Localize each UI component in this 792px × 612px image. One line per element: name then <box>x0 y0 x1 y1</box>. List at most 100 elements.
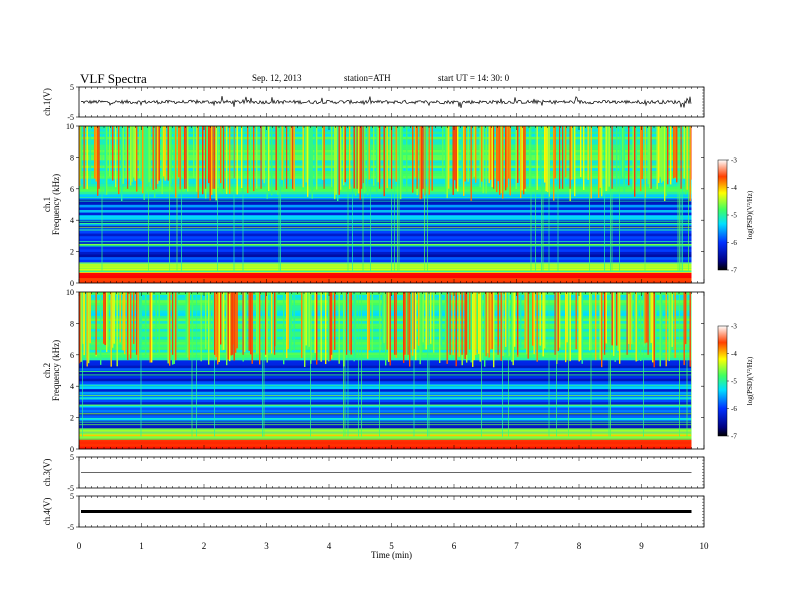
sferic-streak <box>125 126 127 179</box>
sferic-streak <box>221 126 223 194</box>
sferic-full <box>217 126 218 271</box>
colorbar-tick-label: -7 <box>731 433 737 441</box>
sferic-full <box>397 126 398 271</box>
colorbar-label: log(PSD)(V²/Hz) <box>746 356 754 405</box>
sferic-streak <box>385 292 387 366</box>
figure-title: VLF Spectra <box>80 71 147 86</box>
sferic-strong <box>361 126 363 189</box>
y-tick-label: 5 <box>70 453 74 462</box>
sferic-streak <box>458 292 460 357</box>
sferic-strong <box>260 126 262 189</box>
sferic-streak <box>185 292 187 355</box>
sferic-streak <box>406 126 408 192</box>
sferic-streak <box>110 292 112 367</box>
y-tick-label: 2 <box>70 414 74 423</box>
spectrogram-row <box>79 264 692 268</box>
sferic-streak <box>140 126 142 182</box>
sferic-streak <box>533 292 535 355</box>
spectrogram-row <box>79 404 692 408</box>
spectrogram-row <box>79 435 692 439</box>
sferic-streak <box>491 126 493 188</box>
sferic-full <box>608 292 610 437</box>
sferic-streak <box>595 292 597 361</box>
sferic-streak <box>616 292 618 346</box>
sferic-streak <box>481 126 483 182</box>
sferic-streak <box>257 292 259 354</box>
sferic-streak <box>338 292 340 364</box>
sferic-streak <box>383 292 385 343</box>
sferic-full <box>343 292 344 437</box>
sferic-streak <box>334 292 336 350</box>
sferic-streak <box>650 292 652 343</box>
sferic-strong <box>611 126 613 189</box>
sferic-streak <box>331 126 333 188</box>
sferic-full <box>643 292 644 437</box>
sferic-strong <box>331 292 333 355</box>
sferic-full <box>347 292 349 437</box>
sferic-streak <box>338 126 340 195</box>
spectrogram-row <box>79 375 692 379</box>
sferic-strong <box>242 292 244 355</box>
sferic-streak <box>268 126 270 191</box>
sferic-streak <box>289 292 291 353</box>
sferic-full <box>347 126 349 271</box>
sferic-streak <box>167 292 169 364</box>
sferic-streak <box>256 126 258 189</box>
sferic-streak <box>634 292 636 343</box>
colorbar-label: log(PSD)(V²/Hz) <box>746 190 754 239</box>
sferic-streak <box>601 292 603 368</box>
sferic-streak <box>388 292 390 362</box>
sferic-streak <box>488 292 490 358</box>
sferic-full <box>610 292 611 437</box>
spectrogram-row <box>79 214 692 218</box>
sferic-streak <box>229 292 231 362</box>
sferic-full <box>677 126 679 271</box>
sferic-streak <box>89 126 91 184</box>
x-axis-label: Time (min) <box>371 550 412 560</box>
x-tick-label: 10 <box>700 541 710 551</box>
sferic-streak <box>122 292 124 351</box>
sferic-streak <box>479 292 481 362</box>
sferic-streak <box>674 292 676 359</box>
sferic-streak <box>367 292 369 359</box>
sferic-streak <box>445 126 447 195</box>
sferic-strong <box>202 126 204 189</box>
spectrogram-2 <box>79 292 728 450</box>
sferic-streak <box>506 126 508 188</box>
sferic-streak <box>601 126 603 197</box>
sferic-streak <box>106 126 108 195</box>
sferic-streak <box>559 292 561 348</box>
colorbar-tick-label: -5 <box>731 378 737 386</box>
sferic-streak <box>421 292 423 356</box>
sferic-streak <box>425 126 427 179</box>
sferic-full <box>644 126 646 271</box>
sferic-streak <box>263 126 265 184</box>
sferic-strong <box>404 292 406 355</box>
sferic-strong <box>232 292 234 355</box>
spectrogram-row <box>79 378 692 382</box>
sferic-streak <box>649 292 651 346</box>
y-axis-label: Frequency (kHz) <box>51 174 61 235</box>
sferic-streak <box>572 126 574 178</box>
sferic-strong <box>394 292 396 355</box>
sferic-streak <box>461 126 463 187</box>
sferic-streak <box>197 126 199 199</box>
spectrogram-row <box>79 396 692 400</box>
sferic-streak <box>689 126 691 201</box>
sferic-full <box>82 292 83 437</box>
sferic-streak <box>377 126 379 183</box>
y-axis-label: ch.1(V) <box>42 88 52 116</box>
sferic-streak <box>536 126 538 191</box>
sferic-streak <box>683 292 685 366</box>
sferic-streak <box>80 292 82 362</box>
sferic-strong <box>185 126 187 189</box>
sferic-full <box>280 126 281 271</box>
sferic-streak <box>485 292 487 357</box>
sferic-streak <box>272 292 274 351</box>
sferic-streak <box>473 126 475 177</box>
spectrogram-row <box>79 191 692 195</box>
spectrogram-row <box>79 438 692 442</box>
spectrogram-row <box>79 204 692 208</box>
sferic-streak <box>250 292 252 355</box>
sferic-streak <box>287 292 289 349</box>
